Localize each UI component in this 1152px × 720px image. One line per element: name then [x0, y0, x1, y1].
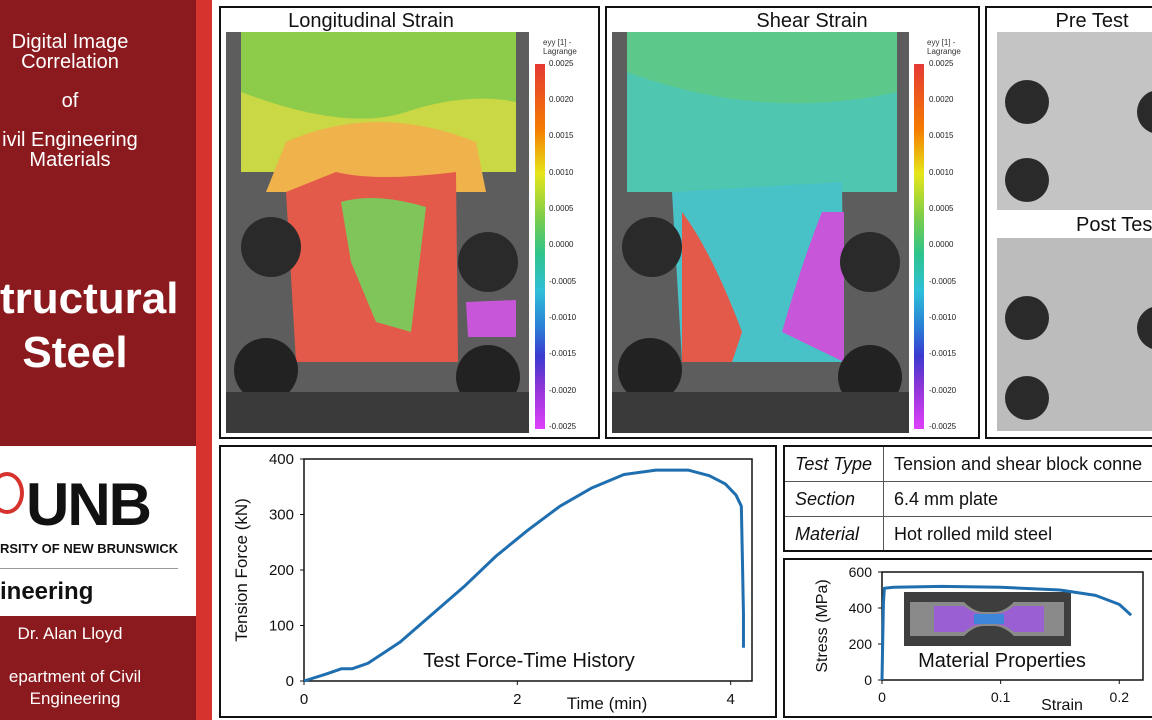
author-name: Dr. Alan Lloyd: [17, 624, 123, 643]
colorbar-tick: -0.0010: [929, 313, 957, 322]
info-row-material: Material Hot rolled mild steel: [785, 516, 1152, 550]
colorbar-tick: 0.0010: [929, 168, 954, 177]
logo-divider: [0, 568, 178, 569]
y-axis-label: Stress (MPa): [814, 579, 831, 672]
y-tick-label: 300: [269, 507, 294, 524]
chart-title: Test Force-Time History: [423, 650, 635, 672]
department-name: epartment of Civil Engineering: [8, 667, 142, 708]
info-key: Material: [785, 516, 884, 550]
colorbar-tick: 0.0025: [549, 59, 574, 68]
post-test-photo: [997, 238, 1152, 431]
force-time-chart: 0 100 200 300 400 0 2 4 Test Force-Time History T…: [232, 451, 753, 713]
colorbar-tick: 0.0015: [929, 131, 954, 140]
info-value: Tension and shear block conne: [883, 447, 1152, 482]
colorbar-tick: -0.0025: [549, 422, 577, 431]
logo-box: [0, 446, 196, 616]
info-value: Hot rolled mild steel: [883, 516, 1152, 550]
colorbar-tick: -0.0025: [929, 422, 957, 431]
colorbar-tick: 0.0020: [549, 95, 574, 104]
sidebar: Digital Image Correlation of ivil Engine…: [0, 0, 196, 720]
colorbar-tick: -0.0010: [549, 313, 577, 322]
colorbar-tick: 0.0015: [549, 131, 574, 140]
data-series-line: [880, 584, 1133, 681]
x-axis-label: Strain: [1041, 697, 1083, 714]
post-test-title: Post Test: [1076, 214, 1152, 236]
shear-strain-image: [612, 32, 909, 433]
colorbar-tick: -0.0020: [929, 386, 957, 395]
title-line1: Digital Image Correlation: [11, 31, 129, 73]
shear-colorbar: [914, 64, 924, 429]
colorbar-tick: -0.0005: [929, 277, 957, 286]
longitudinal-colorbar-label: eyy [1] - Lagrange: [543, 38, 577, 56]
colorbar-tick: 0.0005: [549, 204, 574, 213]
longitudinal-strain-title: Longitudinal Strain: [288, 10, 454, 32]
colorbar-tick: 0.0010: [549, 168, 574, 177]
y-tick-label: 400: [849, 600, 873, 616]
plot-frame: [303, 458, 753, 682]
y-tick-label: 200: [269, 562, 294, 579]
accent-stripe: [196, 0, 212, 720]
y-tick-label: 0: [864, 672, 872, 688]
coupon-strain-image: [904, 592, 1071, 646]
colorbar-tick: 0.0000: [549, 240, 574, 249]
colorbar-tick: 0.0000: [929, 240, 954, 249]
info-key: Test Type: [785, 447, 884, 482]
data-series-line: [303, 468, 745, 683]
material-properties-chart-panel: 0 200 400 600 0 0.1 0.2 Material Properties Stra…: [783, 558, 1152, 718]
shear-strain-title: Shear Strain: [756, 10, 868, 32]
longitudinal-colorbar: [535, 64, 545, 429]
logo-ring-icon: [0, 472, 24, 514]
chart-title: Material Properties: [918, 650, 1086, 672]
colorbar-tick: -0.0005: [549, 277, 577, 286]
colorbar-tick: -0.0020: [549, 386, 577, 395]
university-name: RSITY OF NEW BRUNSWICK: [0, 541, 179, 556]
info-value: 6.4 mm plate: [883, 481, 1152, 517]
pre-test-title: Pre Test: [1055, 10, 1129, 32]
y-axis-label: Tension Force (kN): [232, 498, 251, 642]
y-tick-label: 200: [849, 636, 873, 652]
x-tick-label: 0: [878, 689, 886, 705]
y-tick-label: 0: [286, 673, 294, 690]
specimen-photos-panel: Pre Test Post Test: [985, 6, 1152, 439]
title-of: of: [61, 90, 79, 112]
longitudinal-strain-panel: Longitudinal Strain eyy [1] - Lagrange 0…: [219, 6, 600, 439]
university-logo: UNB: [26, 471, 152, 538]
colorbar-tick: 0.0020: [929, 95, 954, 104]
x-tick-label: 2: [513, 691, 521, 708]
colorbar-tick: 0.0005: [929, 204, 954, 213]
x-tick-label: 0.2: [1110, 689, 1130, 705]
force-time-chart-panel: 0 100 200 300 400 0 2 4 Test Force-Time History T…: [219, 445, 777, 718]
shear-colorbar-label: eyy [1] - Lagrange: [927, 38, 961, 56]
x-tick-label: 4: [726, 691, 734, 708]
test-info-table: Test Type Tension and shear block conne …: [783, 445, 1152, 552]
colorbar-tick: 0.0025: [929, 59, 954, 68]
title-line3: ivil Engineering Materials: [2, 129, 138, 171]
material-properties-chart: 0 200 400 600 0 0.1 0.2 Material Properties Stra…: [814, 564, 1144, 714]
faculty-name: ineering: [0, 578, 94, 605]
x-tick-label: 0: [300, 691, 308, 708]
x-axis-label: Time (min): [567, 694, 648, 713]
colorbar-tick: -0.0015: [549, 349, 577, 358]
colorbar-tick: -0.0015: [929, 349, 957, 358]
info-row-section: Section 6.4 mm plate: [785, 481, 1152, 517]
longitudinal-strain-image: [226, 32, 529, 433]
topic-title: tructural Steel: [0, 274, 179, 377]
y-tick-label: 600: [849, 564, 873, 580]
pre-test-photo: [997, 32, 1152, 210]
y-tick-label: 100: [269, 618, 294, 635]
x-tick-label: 0.1: [991, 689, 1011, 705]
y-tick-label: 400: [269, 451, 294, 468]
shear-strain-panel: Shear Strain eyy [1] - Lagrange 0.0025 0…: [605, 6, 980, 439]
info-row-test-type: Test Type Tension and shear block conne: [785, 447, 1152, 482]
info-key: Section: [785, 481, 884, 517]
